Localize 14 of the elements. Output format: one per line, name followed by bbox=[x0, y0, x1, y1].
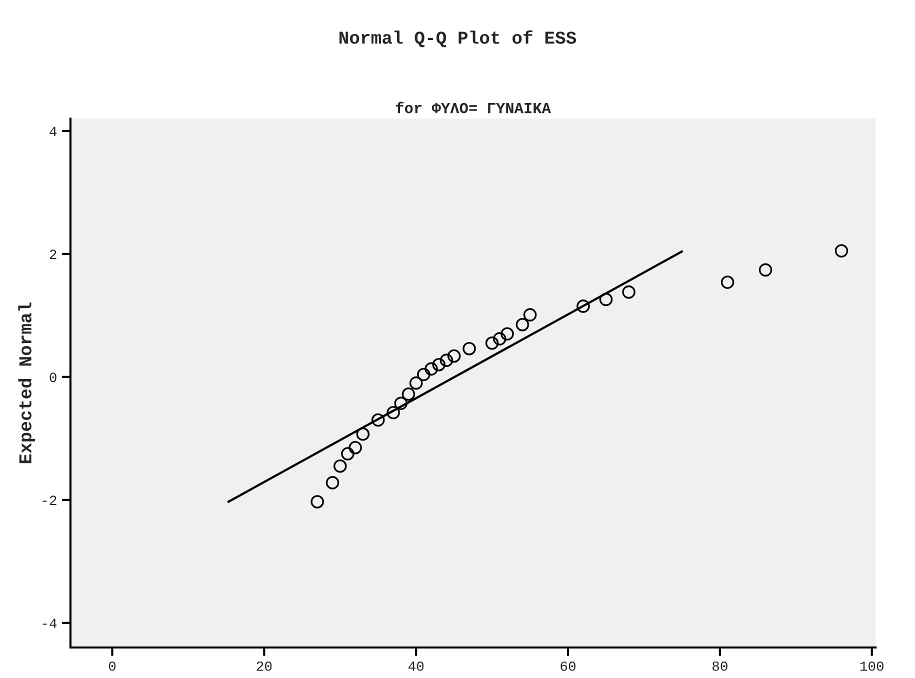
chart-title: Normal Q-Q Plot of ESS bbox=[339, 30, 576, 48]
y-tick-label: -2 bbox=[42, 496, 56, 505]
x-tick-label: 40 bbox=[408, 661, 424, 671]
x-tick-label: 20 bbox=[256, 661, 272, 671]
x-tick-label: 0 bbox=[108, 661, 116, 671]
y-tick-label: 2 bbox=[50, 250, 56, 259]
y-axis-title: Expected Normal bbox=[18, 302, 36, 464]
y-tick-label: 0 bbox=[50, 372, 56, 382]
x-tick-label: 60 bbox=[560, 661, 576, 671]
chart-subtitle: for ΦΥΛΟ= ΓΥΝΑΙΚΑ bbox=[396, 102, 551, 114]
x-tick-label: 100 bbox=[860, 661, 884, 671]
y-tick-label: 4 bbox=[50, 126, 57, 136]
x-tick-label: 80 bbox=[712, 661, 728, 671]
y-tick-label: -4 bbox=[42, 618, 57, 628]
